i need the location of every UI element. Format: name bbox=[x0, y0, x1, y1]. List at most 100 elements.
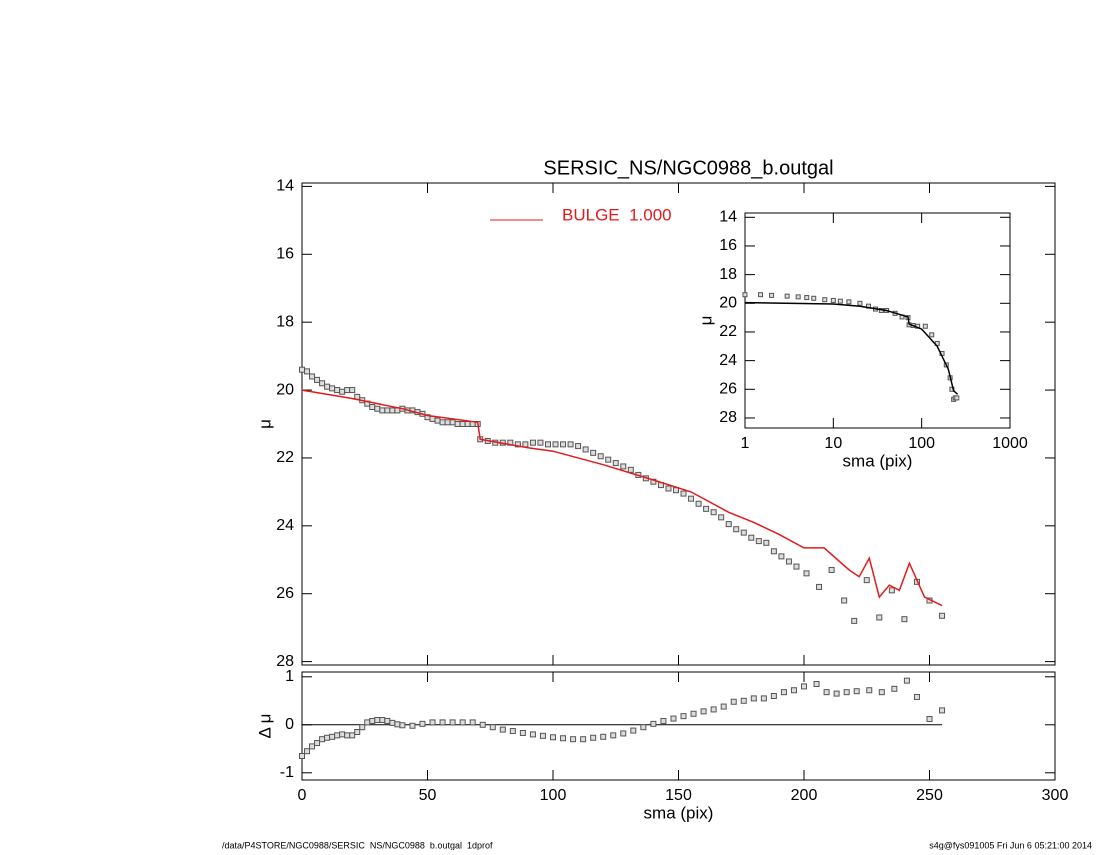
data-point bbox=[324, 383, 331, 390]
data-point bbox=[399, 722, 406, 729]
data-point bbox=[379, 407, 386, 414]
data-point bbox=[314, 376, 321, 383]
data-point bbox=[688, 495, 695, 502]
data-point bbox=[742, 292, 748, 298]
data-point bbox=[922, 323, 928, 329]
data-point bbox=[454, 421, 461, 427]
y-tick-label: 26 bbox=[719, 381, 737, 398]
data-point bbox=[939, 612, 946, 619]
model-line bbox=[744, 301, 959, 395]
model-line bbox=[301, 389, 943, 607]
data-point bbox=[529, 439, 536, 446]
data-point bbox=[309, 743, 316, 750]
y-axis-label: Δ μ bbox=[255, 714, 274, 739]
x-tick-label: 200 bbox=[791, 787, 818, 804]
data-point bbox=[813, 681, 820, 687]
data-point bbox=[863, 577, 870, 584]
data-point bbox=[718, 514, 725, 521]
data-point bbox=[384, 407, 391, 414]
data-point bbox=[828, 566, 835, 573]
data-point bbox=[469, 719, 476, 726]
data-point bbox=[612, 460, 619, 467]
data-point bbox=[822, 297, 828, 303]
data-point bbox=[374, 405, 381, 412]
x-tick-label: 100 bbox=[908, 435, 935, 452]
data-point bbox=[582, 446, 589, 453]
data-point bbox=[575, 443, 582, 450]
data-point bbox=[740, 697, 747, 704]
data-point bbox=[314, 740, 321, 747]
data-point bbox=[514, 441, 521, 448]
data-point bbox=[409, 722, 416, 729]
data-point bbox=[750, 695, 757, 702]
data-point bbox=[851, 617, 858, 624]
data-point bbox=[780, 689, 787, 696]
data-point bbox=[605, 456, 612, 463]
data-point bbox=[304, 748, 311, 755]
data-point bbox=[369, 717, 376, 724]
data-point bbox=[763, 539, 770, 546]
data-point bbox=[758, 292, 764, 298]
data-point bbox=[522, 441, 529, 448]
data-point bbox=[389, 407, 396, 414]
data-point bbox=[304, 368, 311, 375]
y-tick-label: 1 bbox=[285, 668, 294, 685]
data-point bbox=[489, 724, 496, 731]
data-point bbox=[560, 735, 567, 742]
data-point bbox=[790, 687, 797, 694]
data-point bbox=[339, 388, 346, 395]
data-point bbox=[878, 689, 885, 696]
x-tick-label: 1000 bbox=[992, 435, 1028, 452]
data-point bbox=[804, 295, 810, 301]
data-point bbox=[539, 732, 546, 739]
y-tick-label: -1 bbox=[280, 764, 294, 781]
y-tick-label: 22 bbox=[276, 449, 294, 466]
data-point bbox=[891, 685, 898, 692]
data-point bbox=[841, 597, 848, 604]
y-tick-label: 14 bbox=[276, 178, 294, 195]
data-point bbox=[429, 719, 436, 726]
data-point bbox=[359, 724, 366, 731]
data-point bbox=[690, 710, 697, 717]
data-point bbox=[349, 387, 356, 394]
data-point bbox=[374, 717, 381, 723]
data-point bbox=[630, 727, 637, 734]
data-point bbox=[929, 332, 935, 338]
data-point bbox=[299, 366, 305, 373]
data-point bbox=[419, 720, 426, 727]
y-tick-label: 16 bbox=[719, 237, 737, 254]
data-point bbox=[784, 293, 790, 299]
data-point bbox=[926, 716, 933, 723]
data-point bbox=[439, 719, 446, 726]
x-tick-label: 50 bbox=[419, 787, 437, 804]
x-tick-label: 0 bbox=[298, 787, 307, 804]
data-point bbox=[344, 732, 351, 739]
data-point bbox=[837, 298, 843, 304]
x-axis-label: sma (pix) bbox=[644, 803, 714, 822]
data-point bbox=[730, 698, 737, 705]
data-point bbox=[537, 439, 544, 446]
y-tick-label: 24 bbox=[276, 517, 294, 534]
data-point bbox=[650, 478, 657, 485]
y-tick-label: 28 bbox=[719, 409, 737, 426]
y-tick-label: 18 bbox=[276, 313, 294, 330]
data-point bbox=[857, 300, 863, 306]
data-point bbox=[710, 706, 717, 713]
data-point bbox=[710, 509, 717, 516]
data-point bbox=[785, 558, 792, 565]
data-point bbox=[954, 395, 960, 401]
legend-label: BULGE 1.000 bbox=[562, 205, 672, 224]
x-tick-label: 1 bbox=[741, 435, 750, 452]
data-point bbox=[319, 736, 326, 743]
data-point bbox=[720, 703, 727, 710]
x-axis-label: sma (pix) bbox=[843, 451, 913, 470]
data-point bbox=[640, 724, 647, 731]
data-point bbox=[703, 505, 710, 512]
y-tick-label: 20 bbox=[719, 295, 737, 312]
y-tick-label: 22 bbox=[719, 323, 737, 340]
data-point bbox=[309, 373, 316, 380]
data-point bbox=[519, 729, 526, 736]
data-point bbox=[334, 387, 341, 394]
y-axis-label: μ bbox=[255, 419, 274, 429]
